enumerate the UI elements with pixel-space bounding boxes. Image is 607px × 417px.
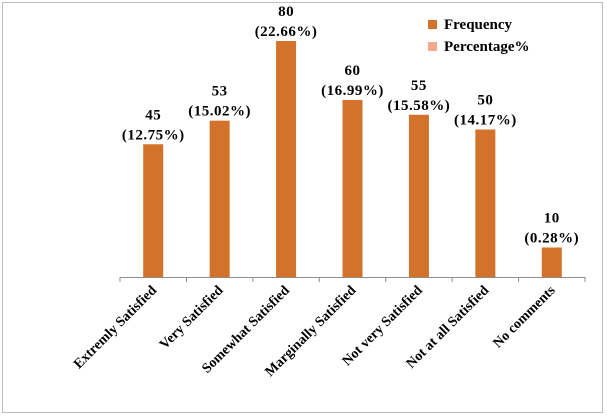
bar-percent-label: (15.58%)	[388, 98, 451, 114]
x-tick-label: Very Satisfied	[157, 283, 227, 353]
bar-percent-label: (16.99%)	[321, 83, 384, 99]
legend-label-frequency: Frequency	[444, 17, 513, 33]
bar-value-label: 55	[411, 78, 427, 94]
bar-percent-label: (12.75%)	[122, 127, 185, 143]
legend: Frequency Percentage%	[428, 17, 530, 55]
bar-2	[209, 120, 230, 278]
legend-swatch-frequency	[428, 20, 437, 29]
chart-frame	[2, 2, 603, 413]
data-labels-group: 45 (12.75%) 53 (15.02%) 80 (22.66%) 60 (16.99%)…	[122, 4, 579, 247]
bar-5	[408, 114, 429, 277]
bar-value-label: 45	[145, 107, 161, 123]
bar-value-label: 53	[212, 84, 228, 100]
bar-value-label: 10	[544, 211, 560, 227]
bar-percent-label: (22.66%)	[255, 24, 318, 40]
legend-swatch-percentage	[428, 42, 437, 51]
bar-value-label: 80	[278, 4, 294, 20]
bar-1	[143, 144, 164, 277]
bar-4	[342, 100, 363, 277]
legend-label-percentage: Percentage%	[444, 39, 530, 55]
bars-group	[143, 41, 562, 278]
x-tick-label: Extremly Satisfied	[71, 283, 160, 372]
bar-value-label: 50	[477, 93, 493, 109]
bar-percent-label: (14.17%)	[454, 113, 517, 129]
bar-7	[541, 247, 562, 277]
bar-6	[475, 129, 496, 277]
x-tick-label: No comments	[491, 283, 559, 351]
bar-percent-label: (0.28%)	[524, 231, 579, 247]
bar-3	[276, 41, 297, 277]
bar-percent-label: (15.02%)	[188, 104, 251, 120]
bar-value-label: 60	[345, 63, 361, 79]
